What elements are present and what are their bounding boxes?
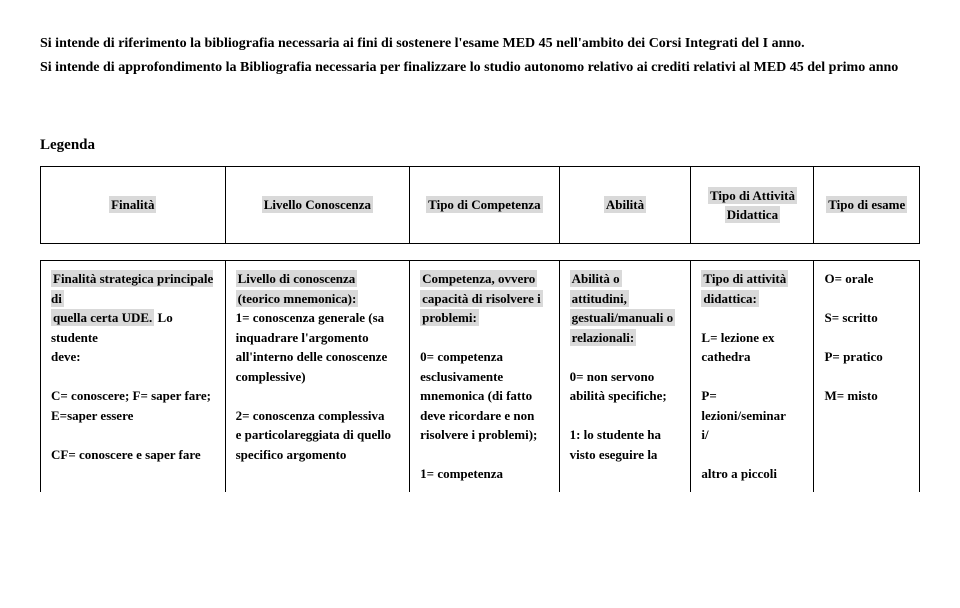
header-competenza: Tipo di Competenza bbox=[410, 167, 559, 244]
text: abilità specifiche; bbox=[570, 388, 667, 403]
cell-livello: Livello di conoscenza (teorico mnemonica… bbox=[225, 261, 410, 492]
legend-title: Legenda bbox=[40, 137, 920, 154]
header-label: Didattica bbox=[725, 206, 780, 223]
text: (teorico mnemonica): bbox=[236, 290, 359, 307]
intro-line-2: Si intende di approfondimento la Bibliog… bbox=[40, 58, 920, 78]
intro-line-1: Si intende di riferimento la bibliografi… bbox=[40, 34, 920, 54]
text: problemi: bbox=[420, 309, 479, 326]
text: i/ bbox=[701, 427, 708, 442]
text: P= pratico bbox=[824, 349, 882, 364]
text: P= bbox=[701, 388, 716, 403]
header-label: Livello Conoscenza bbox=[262, 196, 373, 213]
header-label: Finalità bbox=[109, 196, 156, 213]
text: 1: lo studente ha bbox=[570, 427, 661, 442]
legend-header-table: Finalità Livello Conoscenza Tipo di Comp… bbox=[40, 166, 920, 244]
header-tipoesame: Tipo di esame bbox=[814, 167, 920, 244]
text: Abilità o bbox=[570, 270, 622, 287]
text: inquadrare l'argomento bbox=[236, 330, 369, 345]
text: C= conoscere; F= saper fare; bbox=[51, 388, 211, 403]
text: Livello di conoscenza bbox=[236, 270, 358, 287]
text: 2= conoscenza complessiva bbox=[236, 408, 385, 423]
text: 0= non servono bbox=[570, 369, 655, 384]
text: e particolareggiata di quello bbox=[236, 427, 391, 442]
text: all'interno delle conoscenze bbox=[236, 349, 388, 364]
legend-body-table: Finalità strategica principale di quella… bbox=[40, 260, 920, 492]
text: Finalità strategica principale di bbox=[51, 270, 213, 307]
text: mnemonica (di fatto bbox=[420, 388, 532, 403]
text: O= orale bbox=[824, 271, 873, 286]
text: E=saper essere bbox=[51, 408, 133, 423]
text: CF= conoscere e saper fare bbox=[51, 447, 201, 462]
text: deve: bbox=[51, 349, 81, 364]
text: S= scritto bbox=[824, 310, 877, 325]
text: quella certa UDE. bbox=[51, 309, 154, 326]
text: specifico argomento bbox=[236, 447, 347, 462]
cell-tipodid: Tipo di attività didattica: L= lezione e… bbox=[691, 261, 814, 492]
cell-abilita: Abilità o attitudini, gestuali/manuali o… bbox=[559, 261, 691, 492]
header-abilita: Abilità bbox=[559, 167, 691, 244]
text: complessive) bbox=[236, 369, 306, 384]
text: 1= conoscenza generale (sa bbox=[236, 310, 385, 325]
cell-finalita: Finalità strategica principale di quella… bbox=[41, 261, 226, 492]
header-finalita: Finalità bbox=[41, 167, 226, 244]
header-label: Tipo di Attività bbox=[708, 187, 797, 204]
text: lezioni/seminar bbox=[701, 408, 786, 423]
text: esclusivamente bbox=[420, 369, 503, 384]
text: cathedra bbox=[701, 349, 750, 364]
header-livello: Livello Conoscenza bbox=[225, 167, 410, 244]
text: didattica: bbox=[701, 290, 758, 307]
text: visto eseguire la bbox=[570, 447, 658, 462]
text: Competenza, ovvero bbox=[420, 270, 537, 287]
text: Tipo di attività bbox=[701, 270, 788, 287]
text: capacità di risolvere i bbox=[420, 290, 543, 307]
text: altro a piccoli bbox=[701, 466, 777, 481]
text: 1= competenza bbox=[420, 466, 503, 481]
text: risolvere i problemi); bbox=[420, 427, 537, 442]
header-tipodid: Tipo di Attività Didattica bbox=[691, 167, 814, 244]
text: deve ricordare e non bbox=[420, 408, 534, 423]
header-label: Abilità bbox=[604, 196, 646, 213]
text: L= lezione ex bbox=[701, 330, 774, 345]
cell-competenza: Competenza, ovvero capacità di risolvere… bbox=[410, 261, 559, 492]
table-row: Finalità strategica principale di quella… bbox=[41, 261, 920, 492]
text: gestuali/manuali o bbox=[570, 309, 676, 326]
header-label: Tipo di esame bbox=[826, 196, 907, 213]
intro-block: Si intende di riferimento la bibliografi… bbox=[40, 34, 920, 77]
cell-tipoesame: O= orale S= scritto P= pratico M= misto bbox=[814, 261, 920, 492]
table-header-row: Finalità Livello Conoscenza Tipo di Comp… bbox=[41, 167, 920, 244]
text: relazionali: bbox=[570, 329, 637, 346]
text: attitudini, bbox=[570, 290, 629, 307]
text: 0= competenza bbox=[420, 349, 503, 364]
header-label: Tipo di Competenza bbox=[426, 196, 542, 213]
text: M= misto bbox=[824, 388, 877, 403]
